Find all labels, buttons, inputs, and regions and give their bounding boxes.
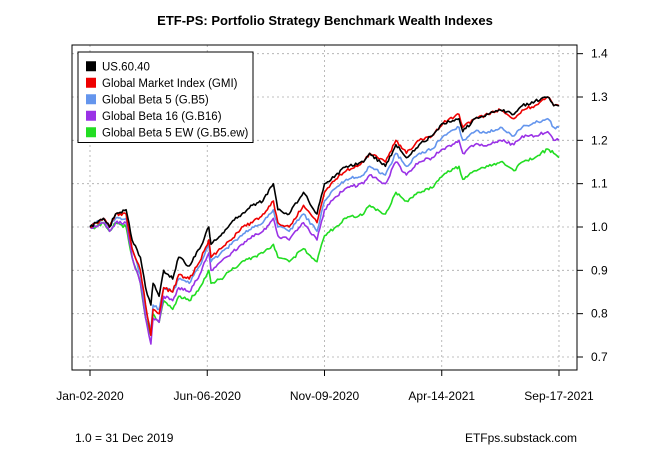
y-tick-label: 1.4 — [591, 47, 608, 61]
x-tick-label: Nov-09-2020 — [290, 389, 360, 403]
grid-lines — [72, 45, 577, 370]
y-tick-label: 0.7 — [591, 350, 608, 364]
y-tick-label: 1.3 — [591, 90, 608, 104]
y-tick-label: 1.2 — [591, 133, 608, 147]
chart-title: ETF-PS: Portfolio Strategy Benchmark Wea… — [157, 13, 493, 28]
legend-swatch — [86, 127, 96, 138]
x-axis: Jan-02-2020 Jun-06-2020 Nov-09-2020 Apr-14-… — [56, 370, 594, 403]
x-tick-label: Jan-02-2020 — [56, 389, 124, 403]
x-tick-label: Jun-06-2020 — [174, 389, 242, 403]
legend-label: US.60.40 — [102, 61, 150, 73]
y-tick-label: 1.0 — [591, 220, 608, 234]
legend-label: Global Beta 5 EW (G.B5.ew) — [102, 127, 249, 139]
legend-swatch — [86, 77, 96, 88]
y-tick-label: 0.8 — [591, 307, 608, 321]
legend-swatch — [86, 94, 96, 105]
legend-label: Global Beta 5 (G.B5) — [102, 94, 209, 106]
series-lines — [89, 96, 560, 345]
legend-label: Global Market Index (GMI) — [102, 78, 238, 90]
source-note: ETFps.substack.com — [465, 431, 577, 445]
legend-swatch — [86, 61, 96, 72]
y-tick-label: 0.9 — [591, 263, 608, 277]
legend: US.60.40 Global Market Index (GMI) Global … — [77, 51, 254, 143]
legend-swatch — [86, 110, 96, 121]
series-line-0 — [89, 96, 560, 306]
x-tick-label: Sep-17-2021 — [524, 389, 594, 403]
y-axis: 0.7 0.8 0.9 1.0 1.1 1.2 1.3 1.4 — [577, 47, 608, 364]
series-line-3 — [89, 130, 560, 345]
y-tick-label: 1.1 — [591, 177, 608, 191]
x-tick-label: Apr-14-2021 — [408, 389, 475, 403]
series-line-4 — [89, 148, 560, 337]
legend-label: Global Beta 16 (G.B16) — [102, 111, 222, 123]
legend-box — [77, 51, 254, 143]
baseline-note: 1.0 = 31 Dec 2019 — [75, 431, 174, 445]
